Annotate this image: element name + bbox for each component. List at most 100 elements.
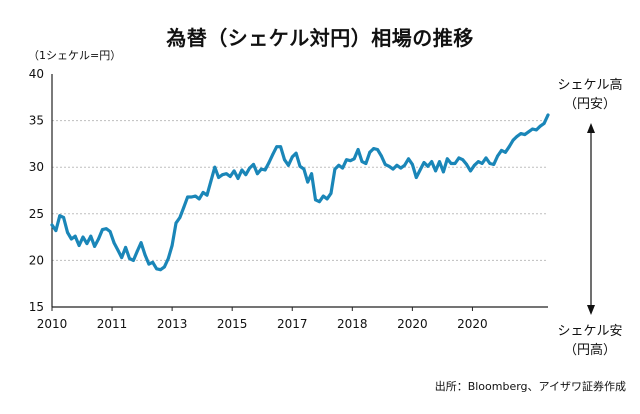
data-point [143,253,147,257]
y-tick-label: 30 [29,160,44,174]
data-point [69,237,73,241]
data-point [480,162,484,165]
x-tick-label: 2018 [337,317,368,331]
data-point [438,160,441,164]
data-point [418,168,422,172]
data-point [546,113,550,117]
data-point [407,157,410,161]
data-point [128,257,131,260]
data-point [294,151,298,155]
data-point [441,170,445,174]
data-point [112,241,116,245]
data-point [170,244,174,247]
data-point [240,168,244,172]
data-point [310,172,314,176]
data-point [73,234,77,238]
data-point [298,164,302,168]
data-point [193,194,197,198]
data-point [213,165,217,169]
data-point [507,145,511,149]
data-point [255,172,259,176]
data-point [348,159,352,163]
data-point [286,163,290,167]
data-point [414,176,418,179]
data-point [283,158,286,162]
data-point [58,214,62,218]
data-point [182,205,186,209]
data-point [217,176,221,179]
data-point [469,169,472,173]
data-point [484,156,488,160]
data-point [515,135,519,138]
data-point [531,127,534,131]
shekel-low-annotation: シェケル安 （円高） [545,322,635,360]
data-point [333,167,337,171]
y-tick-label: 15 [29,300,44,314]
data-point [345,158,348,162]
data-point [399,166,403,170]
shekel-low-label: シェケル安 [557,324,623,339]
data-point [523,133,527,136]
data-point [372,147,376,150]
y-tick-label: 20 [29,253,44,267]
data-point [356,148,360,151]
data-point [162,265,166,269]
data-point [461,158,465,162]
data-point [62,216,66,219]
data-point [201,190,205,194]
data-point [54,229,58,232]
data-point [224,172,228,176]
data-point [387,164,391,168]
data-point [395,163,399,167]
data-point [50,223,54,227]
chart-title: 為替（シェケル対円）相場の推移 [166,26,474,50]
data-point [410,163,414,166]
x-tick-label: 2020 [457,317,488,331]
data-point [445,157,449,161]
axes [51,74,548,308]
data-point [538,124,542,128]
data-point [236,176,240,180]
data-point [93,245,97,248]
data-point [329,191,333,195]
data-point [472,163,476,167]
series-points [50,113,550,272]
data-point [279,145,283,149]
data-point [422,161,426,164]
data-point [108,230,112,233]
data-point [178,216,182,219]
shekel-high-label: シェケル高 [557,78,623,93]
data-point [221,173,224,177]
x-tick-labels: 2010 2011 2013 2015 2017 2018 2020 2020 [37,307,488,331]
data-point [186,195,190,199]
y-tick-label: 35 [29,114,44,128]
data-point [252,163,255,166]
data-point [403,163,407,167]
data-point [453,162,457,165]
data-point [248,166,252,170]
data-point [147,262,151,266]
data-point [228,175,232,178]
data-point [104,227,108,231]
data-point [197,197,201,201]
data-point [449,162,453,165]
data-point [174,221,178,225]
direction-arrow [587,123,595,315]
data-point [337,163,341,167]
data-point [500,149,503,152]
data-point [314,198,317,202]
data-point [519,132,523,136]
data-point [488,162,492,165]
x-tick-label: 2017 [277,317,308,331]
y-axis-unit-label: （1シェケル=円） [28,49,122,62]
data-point [244,173,248,177]
data-point [155,267,159,271]
data-point [383,163,387,166]
grid-lines [52,120,548,261]
data-point [527,130,531,134]
data-point [190,195,193,199]
data-point [492,163,496,166]
data-point [139,241,143,245]
data-point [100,228,104,232]
data-point [352,157,356,161]
